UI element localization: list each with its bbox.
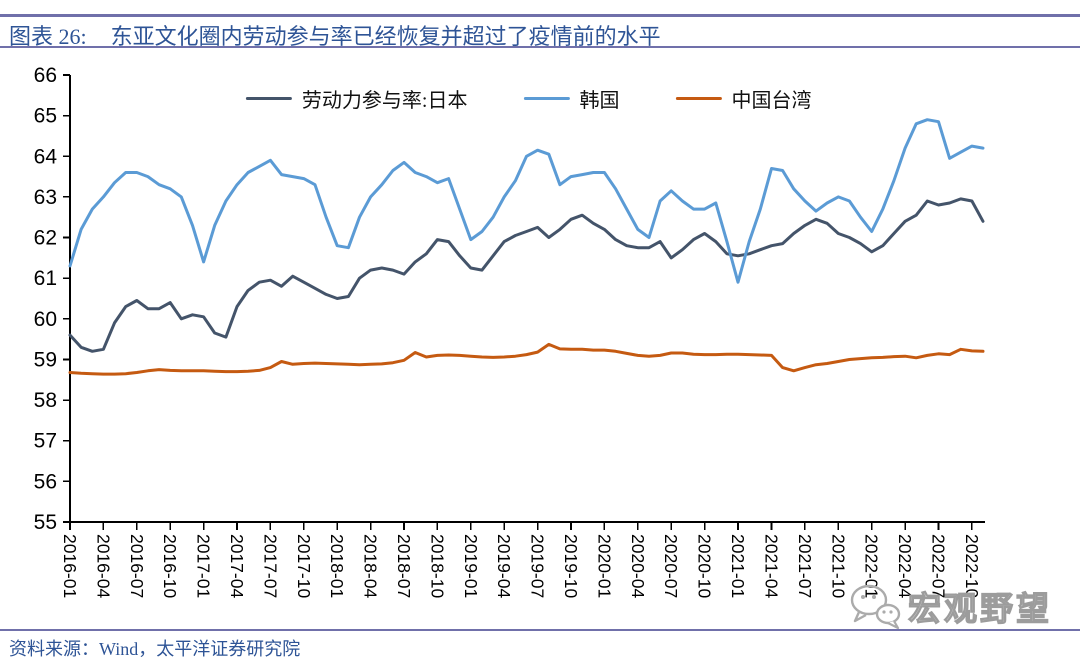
svg-text:2019-01: 2019-01 — [461, 534, 481, 598]
svg-text:2020-01: 2020-01 — [594, 534, 614, 598]
svg-text:63: 63 — [34, 186, 57, 209]
svg-text:2017-07: 2017-07 — [260, 534, 280, 598]
figure-title: 图表 26: 东亚文化圈内劳动参与率已经恢复并超过了疫情前的水平 — [9, 19, 661, 51]
figure-title-text: 东亚文化圈内劳动参与率已经恢复并超过了疫情前的水平 — [110, 24, 661, 49]
svg-text:2021-01: 2021-01 — [728, 534, 748, 598]
legend-label-taiwan: 中国台湾 — [731, 90, 812, 112]
legend-item-taiwan: 中国台湾 — [675, 84, 811, 113]
source-note: 资料来源：Wind，太平洋证券研究院 — [9, 639, 301, 659]
svg-text:65: 65 — [34, 105, 57, 128]
svg-text:60: 60 — [34, 308, 57, 331]
svg-text:2019-10: 2019-10 — [561, 534, 581, 598]
legend-label-japan: 劳动力参与率:日本 — [301, 90, 468, 112]
svg-text:2017-10: 2017-10 — [294, 534, 314, 598]
svg-text:62: 62 — [34, 227, 57, 250]
legend-label-korea: 韩国 — [579, 90, 620, 112]
svg-text:66: 66 — [34, 64, 57, 87]
svg-text:2016-04: 2016-04 — [93, 534, 113, 598]
svg-text:64: 64 — [34, 145, 58, 168]
legend-item-japan: 劳动力参与率:日本 — [245, 84, 468, 113]
svg-text:2022-04: 2022-04 — [895, 534, 915, 598]
svg-text:2020-07: 2020-07 — [661, 534, 681, 598]
svg-text:2021-10: 2021-10 — [828, 534, 848, 598]
svg-text:2020-10: 2020-10 — [695, 534, 715, 598]
svg-text:2018-01: 2018-01 — [327, 534, 347, 598]
chart-legend: 劳动力参与率:日本 韩国 中国台湾 — [245, 84, 812, 113]
svg-text:57: 57 — [34, 430, 57, 453]
figure-number-label: 图表 26: — [9, 24, 87, 49]
japan-line-swatch — [245, 96, 292, 101]
svg-text:2021-07: 2021-07 — [795, 534, 815, 598]
svg-text:56: 56 — [34, 470, 57, 493]
top-divider — [0, 14, 1080, 17]
svg-text:2016-01: 2016-01 — [60, 534, 80, 598]
svg-text:58: 58 — [34, 389, 57, 412]
svg-text:2022-10: 2022-10 — [962, 534, 982, 598]
svg-text:2022-01: 2022-01 — [862, 534, 882, 598]
svg-text:2018-07: 2018-07 — [394, 534, 414, 598]
svg-text:2019-04: 2019-04 — [494, 534, 514, 598]
korea-line-swatch — [523, 96, 570, 101]
svg-text:2018-10: 2018-10 — [427, 534, 447, 598]
svg-text:2016-10: 2016-10 — [160, 534, 180, 598]
svg-text:2016-07: 2016-07 — [127, 534, 147, 598]
taiwan-line-swatch — [675, 96, 722, 101]
svg-text:2017-01: 2017-01 — [194, 534, 214, 598]
title-divider — [0, 46, 1080, 48]
svg-text:61: 61 — [34, 267, 57, 290]
footer-divider — [0, 629, 1080, 631]
svg-text:2020-04: 2020-04 — [628, 534, 648, 598]
svg-text:2021-04: 2021-04 — [761, 534, 781, 598]
svg-text:2022-07: 2022-07 — [928, 534, 948, 598]
svg-text:2018-04: 2018-04 — [361, 534, 381, 598]
svg-text:55: 55 — [34, 511, 57, 534]
svg-text:59: 59 — [34, 348, 57, 371]
svg-text:2017-04: 2017-04 — [227, 534, 247, 598]
svg-text:2019-07: 2019-07 — [528, 534, 548, 598]
legend-item-korea: 韩国 — [523, 84, 619, 113]
